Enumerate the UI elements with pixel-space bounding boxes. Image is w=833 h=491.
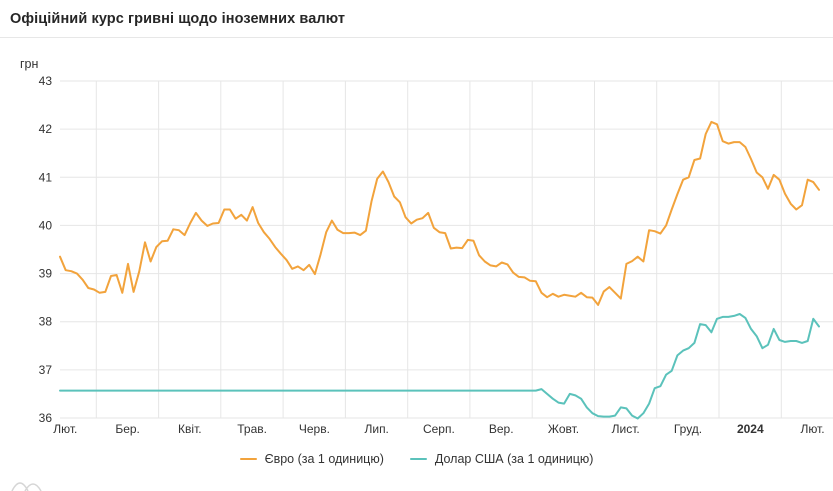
usd-line-swatch — [409, 457, 427, 461]
x-tick-label: Бер. — [115, 422, 140, 436]
series-line-euro[interactable] — [59, 120, 820, 306]
series-line-usd[interactable] — [59, 313, 820, 420]
cropped-sparkline-below — [11, 482, 42, 491]
x-tick-label: Вер. — [489, 422, 514, 436]
y-tick-label: 43 — [39, 74, 53, 88]
x-tick-label: Серп. — [423, 422, 455, 436]
chart-legend: Євро (за 1 одиницю) Долар США (за 1 один… — [0, 452, 833, 466]
x-tick-label: Квіт. — [178, 422, 202, 436]
y-tick-label: 38 — [39, 315, 53, 329]
x-tick-label: Лист. — [612, 422, 640, 436]
legend-label-euro: Євро (за 1 одиницю) — [264, 452, 384, 466]
x-tick-label: Трав. — [237, 422, 267, 436]
x-tick-label: Лют. — [800, 422, 824, 436]
legend-item-euro[interactable]: Євро (за 1 одиницю) — [239, 452, 384, 466]
chart-header: Офіційний курс гривні щодо іноземних вал… — [0, 0, 833, 38]
y-tick-label: 39 — [39, 267, 53, 281]
legend-label-usd: Долар США (за 1 одиницю) — [434, 452, 594, 466]
x-tick-label: Жовт. — [548, 422, 579, 436]
y-tick-label: 36 — [39, 411, 53, 425]
x-tick-label: Лют. — [53, 422, 77, 436]
euro-line-swatch — [239, 457, 257, 461]
y-tick-label: 37 — [39, 363, 53, 377]
y-axis-title: грн — [20, 57, 39, 71]
x-tick-label: 2024 — [737, 422, 764, 436]
x-tick-label: Груд. — [674, 422, 702, 436]
chart-title: Офіційний курс гривні щодо іноземних вал… — [10, 10, 346, 27]
y-tick-label: 40 — [39, 218, 53, 232]
x-tick-label: Лип. — [364, 422, 388, 436]
legend-item-usd[interactable]: Долар США (за 1 одиницю) — [409, 452, 594, 466]
y-tick-label: 42 — [39, 122, 53, 136]
y-tick-label: 41 — [39, 170, 53, 184]
chart-area: грн 43 42 41 40 39 38 37 36 Лют. Бер. Квіт. Трав. Че… — [0, 38, 833, 449]
x-tick-label: Черв. — [299, 422, 330, 436]
